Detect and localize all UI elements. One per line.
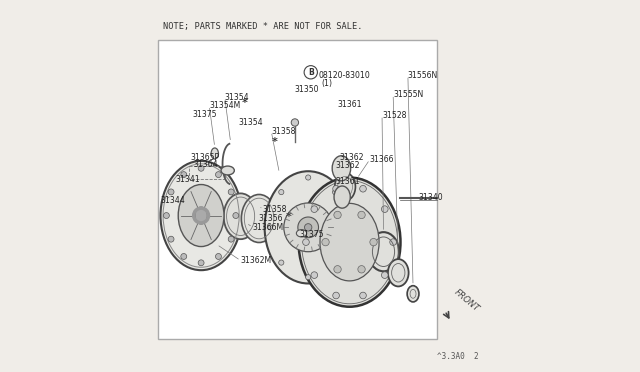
Ellipse shape — [161, 161, 242, 270]
Circle shape — [390, 239, 396, 246]
Circle shape — [358, 266, 365, 273]
Ellipse shape — [407, 286, 419, 302]
Ellipse shape — [335, 173, 355, 201]
Circle shape — [268, 225, 273, 230]
Text: 31350: 31350 — [294, 85, 319, 94]
Text: 31375: 31375 — [300, 230, 324, 239]
Text: *: * — [241, 98, 247, 108]
Circle shape — [291, 119, 299, 126]
Text: ^3.3A0  2: ^3.3A0 2 — [437, 352, 479, 361]
Circle shape — [216, 253, 221, 259]
Circle shape — [381, 272, 388, 278]
Circle shape — [278, 260, 284, 265]
Text: 31556N: 31556N — [408, 71, 438, 80]
Circle shape — [333, 292, 339, 299]
Text: 31365P: 31365P — [191, 153, 220, 162]
Text: 31364: 31364 — [194, 160, 218, 169]
Text: 31528: 31528 — [382, 110, 406, 120]
Circle shape — [168, 189, 174, 195]
Circle shape — [370, 238, 377, 246]
Ellipse shape — [296, 230, 307, 237]
Ellipse shape — [223, 193, 258, 239]
Ellipse shape — [195, 207, 207, 224]
Text: 31356: 31356 — [258, 214, 282, 223]
Ellipse shape — [221, 166, 234, 175]
Circle shape — [306, 175, 311, 180]
Circle shape — [298, 217, 319, 238]
Text: 31344: 31344 — [161, 196, 185, 205]
Circle shape — [358, 211, 365, 219]
Circle shape — [334, 211, 341, 219]
Ellipse shape — [241, 195, 277, 243]
Circle shape — [306, 275, 311, 280]
Circle shape — [228, 236, 234, 242]
Ellipse shape — [211, 148, 218, 159]
Circle shape — [233, 212, 239, 218]
Circle shape — [168, 236, 174, 242]
Circle shape — [322, 238, 329, 246]
Text: 31354: 31354 — [238, 118, 262, 127]
Text: 31362: 31362 — [335, 161, 360, 170]
Circle shape — [333, 185, 339, 192]
Text: 08120-83010: 08120-83010 — [318, 71, 370, 80]
Text: 31358: 31358 — [263, 205, 287, 215]
Ellipse shape — [388, 259, 408, 286]
Ellipse shape — [264, 171, 352, 283]
Circle shape — [360, 185, 366, 192]
Circle shape — [303, 239, 309, 246]
Text: (1): (1) — [322, 79, 333, 88]
Circle shape — [311, 206, 317, 212]
Text: 31555N: 31555N — [393, 90, 423, 99]
Text: NOTE; PARTS MARKED * ARE NOT FOR SALE.: NOTE; PARTS MARKED * ARE NOT FOR SALE. — [163, 22, 363, 31]
Text: 31362: 31362 — [339, 153, 364, 162]
Ellipse shape — [332, 156, 351, 181]
Ellipse shape — [178, 185, 224, 247]
Text: B: B — [308, 68, 314, 77]
Circle shape — [333, 189, 338, 195]
Circle shape — [333, 260, 338, 265]
Text: 31362M: 31362M — [241, 256, 272, 265]
Circle shape — [334, 266, 341, 273]
Ellipse shape — [320, 203, 379, 281]
Text: 31366M: 31366M — [253, 223, 284, 232]
Text: 31361: 31361 — [335, 177, 360, 186]
Text: 31358: 31358 — [271, 127, 296, 136]
Text: *: * — [285, 212, 292, 222]
Circle shape — [198, 165, 204, 171]
Text: 31354: 31354 — [225, 93, 250, 102]
Text: *: * — [272, 137, 278, 147]
Circle shape — [278, 189, 284, 195]
Circle shape — [305, 224, 312, 231]
Circle shape — [198, 260, 204, 266]
Circle shape — [311, 272, 317, 278]
Text: FRONT: FRONT — [452, 288, 481, 313]
Circle shape — [360, 292, 366, 299]
Text: 31366: 31366 — [370, 155, 394, 164]
Circle shape — [163, 212, 170, 218]
Circle shape — [344, 225, 349, 230]
Ellipse shape — [368, 232, 399, 271]
Ellipse shape — [334, 186, 350, 208]
Text: 31361: 31361 — [338, 100, 362, 109]
Circle shape — [284, 203, 333, 252]
Circle shape — [181, 253, 187, 259]
Ellipse shape — [299, 177, 401, 307]
Circle shape — [228, 189, 234, 195]
Circle shape — [216, 171, 221, 177]
FancyBboxPatch shape — [158, 40, 437, 339]
Text: 31354M: 31354M — [209, 101, 241, 110]
Text: 31341: 31341 — [175, 175, 200, 184]
Text: 31375: 31375 — [193, 109, 217, 119]
Circle shape — [381, 206, 388, 212]
Text: 31340: 31340 — [419, 193, 444, 202]
Circle shape — [181, 171, 187, 177]
